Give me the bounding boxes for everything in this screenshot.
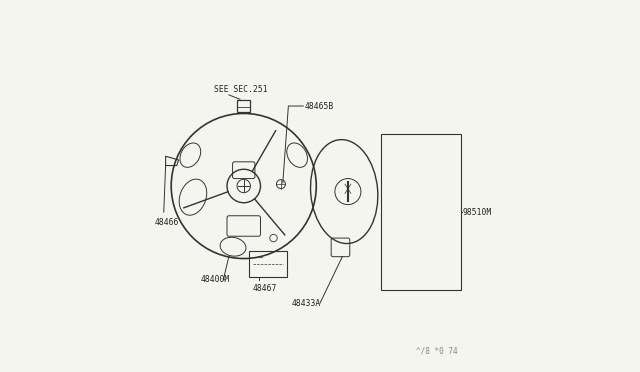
Text: 48400M: 48400M [200, 275, 230, 284]
Text: 48465B: 48465B [305, 102, 333, 110]
Text: 48433A: 48433A [292, 299, 321, 308]
Text: SEE SEC.251: SEE SEC.251 [214, 85, 268, 94]
Text: 48467: 48467 [253, 284, 277, 293]
Text: 48466: 48466 [154, 218, 179, 227]
Text: 98510M: 98510M [463, 208, 492, 217]
Text: ^/8 *0 74: ^/8 *0 74 [416, 346, 458, 355]
